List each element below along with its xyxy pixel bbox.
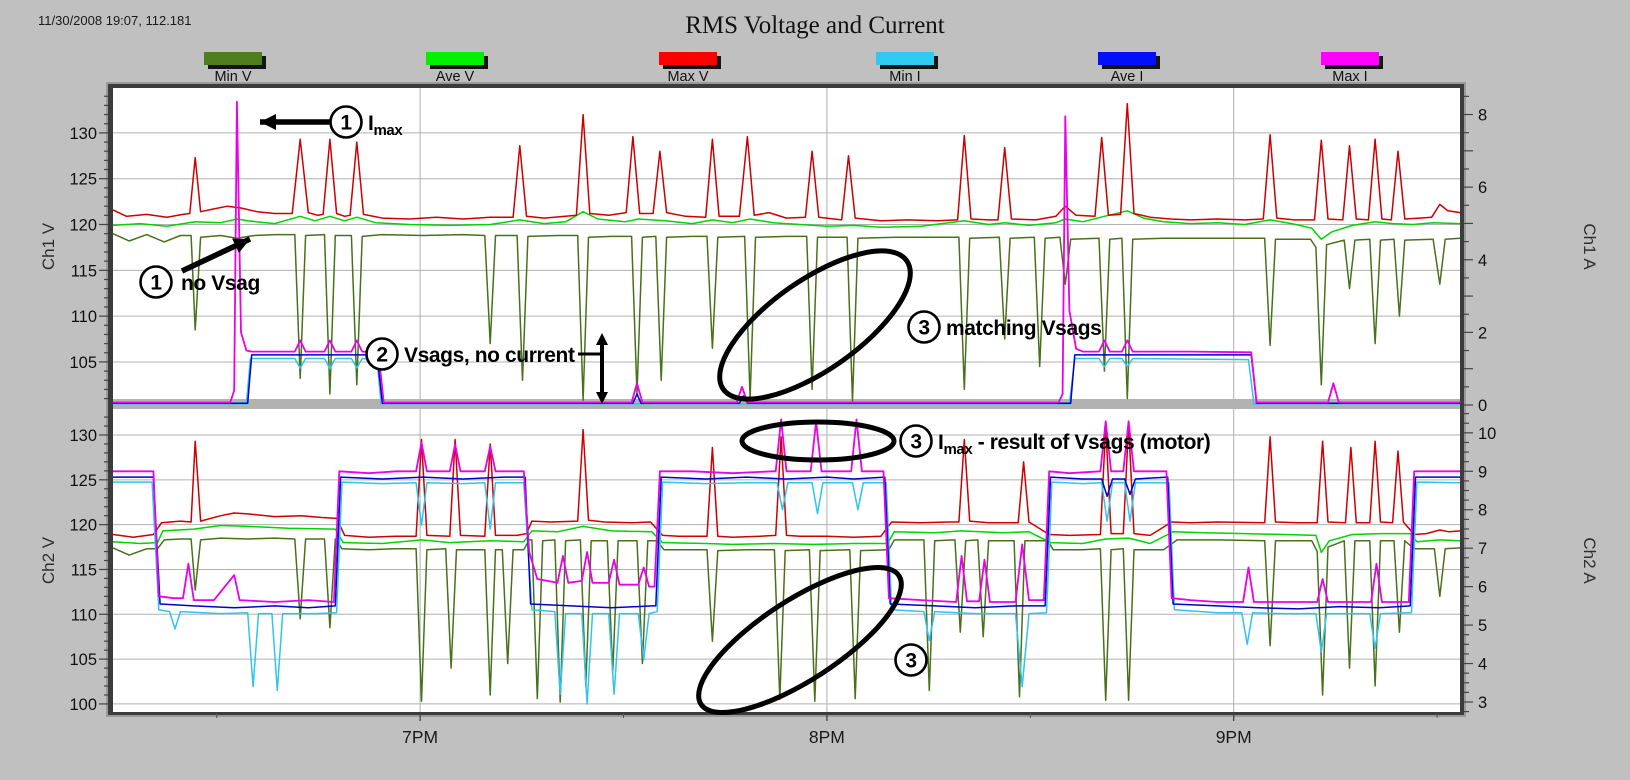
- legend-color-chip: [659, 52, 717, 65]
- y-tick-label: 6: [1478, 179, 1487, 197]
- annotation-ellipse: [739, 419, 897, 463]
- series-ch2-min-i: [113, 481, 1461, 705]
- x-tick-label: 7PM: [402, 727, 438, 747]
- chart-title: RMS Voltage and Current: [685, 12, 945, 39]
- annotation-number: 3: [918, 317, 929, 340]
- legend-color-chip: [204, 52, 262, 65]
- legend-item-max-v: Max V: [628, 52, 748, 85]
- series-ch1-max-i: [113, 100, 1460, 404]
- y-tick-label: 105: [69, 354, 97, 372]
- annotation-text: matching Vsags: [946, 317, 1101, 340]
- y-tick-label: 6: [1478, 579, 1487, 597]
- axis-title-ch2-a: Ch2 A: [1580, 537, 1599, 584]
- series-ch1-ave-v: [112, 210, 1461, 240]
- annotation-number-circle: [329, 105, 363, 139]
- y-tick-label: 10: [1478, 425, 1496, 443]
- series-ch2-ave-i: [113, 476, 1460, 610]
- series-ch1-max-v: [112, 102, 1461, 222]
- annotation-text: Imax - result of Vsags (motor): [938, 431, 1210, 458]
- y-tick-label: 100: [69, 696, 97, 714]
- series-ch2-max-v: [112, 423, 1461, 538]
- y-tick-label: 110: [71, 606, 97, 624]
- annotation-text: no Vsag: [181, 272, 260, 295]
- series-ch2-max-i: [113, 418, 1460, 603]
- y-tick-label: 3: [1478, 694, 1487, 712]
- annotation-number-circle: [894, 643, 928, 677]
- legend-color-chip: [1321, 52, 1379, 65]
- annotation-number-circle: [907, 310, 941, 344]
- y-tick-label: 9: [1478, 463, 1487, 481]
- annotation-number-circle: [899, 424, 933, 458]
- y-tick-label: 115: [71, 262, 97, 280]
- y-tick-label: 4: [1478, 252, 1487, 270]
- legend-item-label: Max V: [667, 69, 709, 85]
- annotation-vsags-ch2: 3: [696, 565, 928, 715]
- y-tick-label: 2: [1478, 324, 1487, 342]
- y-tick-label: 115: [71, 561, 97, 579]
- legend-item-label: Ave I: [1110, 69, 1144, 85]
- legend-item-max-i: Max I: [1290, 52, 1410, 85]
- annotation-vsags-no-current: 2 Vsags, no current: [365, 333, 608, 404]
- axis-title-ch2-v: Ch2 V: [39, 536, 58, 584]
- annotation-no-vsag: 1 no Vsag: [139, 236, 260, 299]
- legend-item-label: Max I: [1332, 69, 1368, 85]
- y-tick-label: 8: [1478, 502, 1487, 520]
- annotation-number: 3: [905, 650, 916, 673]
- y-tick-label: 0: [1478, 397, 1487, 415]
- series-ch2-min-v: [112, 537, 1461, 703]
- annotation-number: 3: [910, 431, 921, 454]
- annotation-matching-vsags: 3 matching Vsags: [717, 248, 1102, 402]
- annotation-text: Imax: [368, 112, 403, 139]
- axis-title-ch1-v: Ch1 V: [39, 222, 58, 270]
- annotation-number: 1: [340, 112, 352, 135]
- x-tick-label: 8PM: [809, 727, 845, 747]
- legend-item-min-i: Min I: [845, 52, 965, 85]
- legend-color-chip: [876, 52, 934, 65]
- y-tick-label: 120: [69, 217, 97, 235]
- annotation-text: Vsags, no current: [404, 344, 575, 367]
- y-tick-label: 120: [69, 517, 97, 535]
- y-tick-label: 105: [69, 651, 97, 669]
- timestamp-text: 11/30/2008 19:07, 112.181: [38, 13, 192, 28]
- panel-ch2-series: [112, 418, 1461, 705]
- y-tick-label: 125: [69, 171, 97, 189]
- y-tick-label: 110: [71, 308, 97, 326]
- y-tick-label: 130: [69, 125, 97, 143]
- y-tick-label: 125: [69, 472, 97, 490]
- legend-item-ave-v: Ave V: [395, 52, 515, 85]
- annotation-number: 1: [150, 272, 162, 295]
- legend-color-chip: [1098, 52, 1156, 65]
- legend-color-chip: [426, 52, 484, 65]
- y-tick-label: 4: [1478, 656, 1487, 674]
- annotation-ellipse: [696, 565, 904, 715]
- y-tick-label: 5: [1478, 617, 1487, 635]
- y-tick-label: 7: [1478, 540, 1487, 558]
- y-tick-label: 8: [1478, 107, 1487, 125]
- annotation-imax-motor: 3 Imax - result of Vsags (motor): [739, 419, 1211, 463]
- legend-item-label: Min I: [889, 69, 921, 85]
- legend-item-min-v: Min V: [173, 52, 293, 85]
- legend-item-ave-i: Ave I: [1067, 52, 1187, 85]
- y-tick-label: 130: [69, 427, 97, 445]
- legend-item-label: Min V: [214, 69, 252, 85]
- annotation-number-circle: [365, 337, 399, 371]
- x-tick-label: 9PM: [1216, 727, 1252, 747]
- axis-title-ch1-a: Ch1 A: [1580, 223, 1599, 270]
- annotation-number-circle: [139, 265, 173, 299]
- annotation-imax-ch1: 1 Imax: [260, 105, 404, 139]
- legend-item-label: Ave V: [435, 69, 475, 85]
- annotation-ellipse: [717, 248, 913, 402]
- annotation-number: 2: [376, 344, 387, 367]
